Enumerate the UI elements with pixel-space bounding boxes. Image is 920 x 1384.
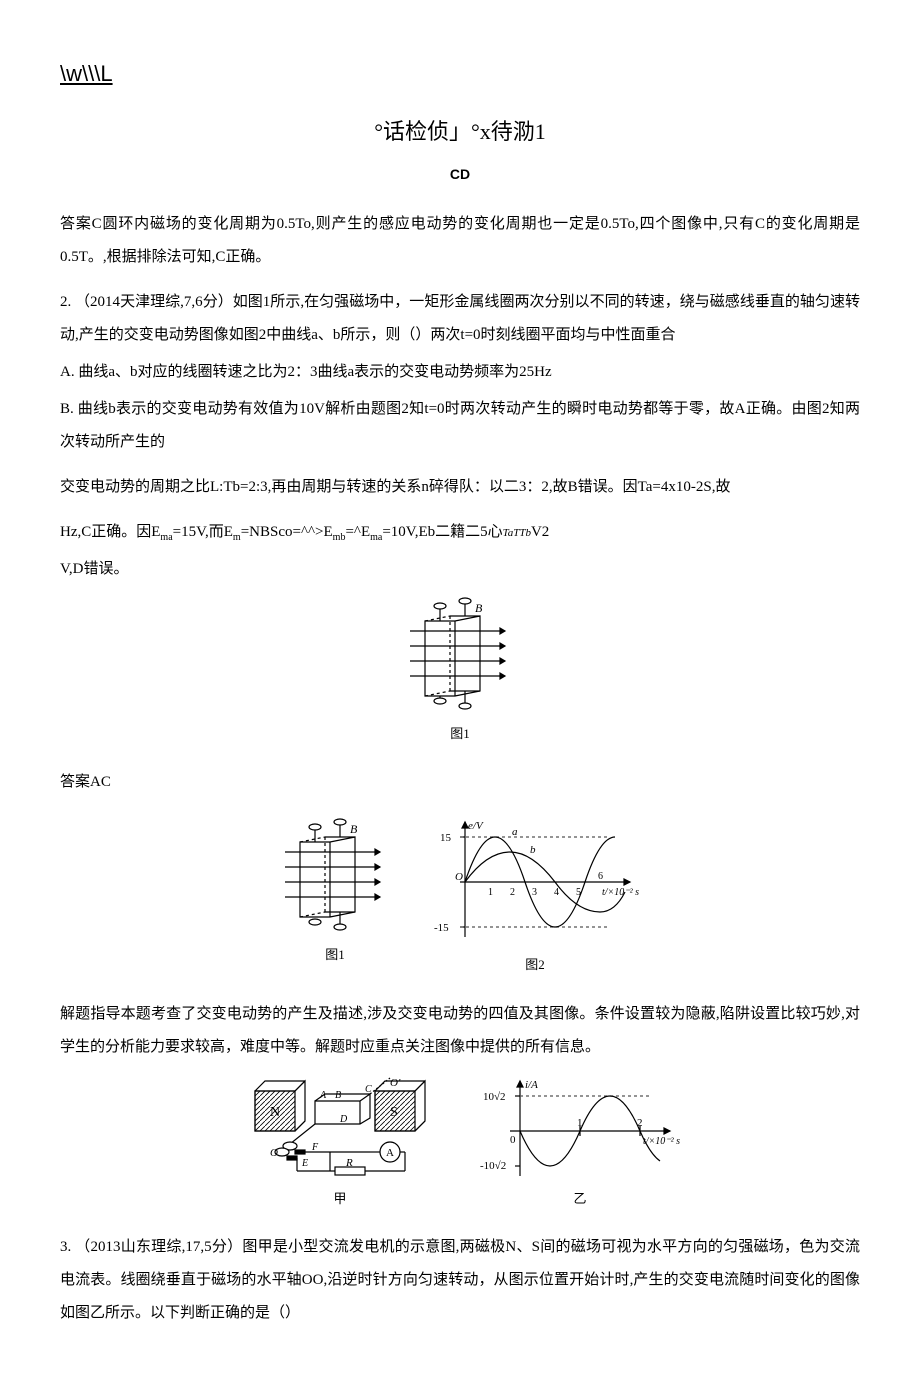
xlabel: t/×10⁻² s xyxy=(643,1136,680,1147)
text-fragment: V2 xyxy=(531,524,549,540)
ytick-15: 15 xyxy=(440,832,452,844)
figure-1-coil: B 图1 xyxy=(405,596,515,749)
zero: 0 xyxy=(510,1134,516,1146)
text-fragment: =^E xyxy=(345,524,370,540)
figure-2-caption: 图2 xyxy=(430,951,640,980)
figure-jia-generator: N S O' O A B C D E F R A 甲 xyxy=(240,1076,440,1214)
text-fragment: =NBSco=^^>E xyxy=(241,524,333,540)
ylabel-e: e/V xyxy=(468,820,484,832)
ytick-neg: -10√2 xyxy=(480,1160,506,1172)
label-c: C xyxy=(365,1084,372,1095)
figure-1-caption-repeat: 图1 xyxy=(280,941,390,970)
figure-jia-caption: 甲 xyxy=(240,1185,440,1214)
ylabel-i: i/A xyxy=(525,1079,538,1091)
label-b2: B xyxy=(335,1090,341,1101)
subscript: m xyxy=(233,532,241,543)
label-o: O xyxy=(270,1147,278,1159)
figure-row-generator: N S O' O A B C D E F R A 甲 xyxy=(60,1076,860,1214)
figure-row-1: B 图1 xyxy=(60,596,860,749)
label-d: D xyxy=(339,1114,348,1125)
label-s: S xyxy=(390,1105,398,1120)
garbled-title: °话检侦」°x待泐1 xyxy=(60,108,860,156)
label-b: B xyxy=(350,822,358,836)
ytick-neg15: -15 xyxy=(434,922,449,934)
label-o-prime: O' xyxy=(390,1077,401,1089)
label-f: F xyxy=(311,1142,319,1153)
figure-yi-caption: 乙 xyxy=(480,1185,680,1214)
xtick-1: 1 xyxy=(577,1117,583,1129)
question-2-explanation-2: Hz,C正确。因Ema=15V,而Em=NBSco=^^>Emb=^Ema=10… xyxy=(60,516,860,549)
answer-c-paragraph: 答案C圆环内磁场的变化周期为0.5To,则产生的感应电动势的变化周期也一定是0.… xyxy=(60,208,860,274)
subscript: mb xyxy=(333,532,346,543)
xtick-2: 2 xyxy=(637,1117,643,1129)
question-2-option-a: A. 曲线a、b对应的线圈转速之比为2：3曲线a表示的交变电动势频率为25Hz xyxy=(60,356,860,389)
figure-2-emf-graph: 15 -15 O e/V a b 1 2 3 4 5 6 t/×10⁻² s 图… xyxy=(430,817,640,980)
ytick-pos: 10√2 xyxy=(483,1091,506,1103)
xtick-2: 2 xyxy=(510,887,515,898)
text-fragment: =15V,而E xyxy=(173,524,233,540)
label-b: B xyxy=(475,601,483,615)
question-2-guide: 解题指导本题考查了交变电动势的产生及描述,涉及交变电动势的四值及其图像。条件设置… xyxy=(60,998,860,1064)
xlabel: t/×10⁻² s xyxy=(602,887,639,898)
question-2-option-b: B. 曲线b表示的交变电动势有效值为10V解析由题图2知t=0时两次转动产生的瞬… xyxy=(60,393,860,459)
figure-1-caption: 图1 xyxy=(405,720,515,749)
subtitle-cd: CD xyxy=(60,159,860,190)
label-a: A xyxy=(319,1090,327,1101)
label-e: E xyxy=(301,1158,308,1169)
question-3-stem: 3. （2013山东理综,17,5分）图甲是小型交流发电机的示意图,两磁极N、S… xyxy=(60,1231,860,1330)
xtick-4: 4 xyxy=(554,887,559,898)
label-r: R xyxy=(345,1157,353,1169)
answer-ac-row: 答案AC xyxy=(60,766,860,799)
header-mark: \w\\\L xyxy=(60,50,860,98)
italic-fragment: TaTTb xyxy=(503,527,531,539)
answer-ac-text: 答案AC xyxy=(60,766,111,799)
question-2-explanation-3: V,D错误。 xyxy=(60,553,860,586)
origin-o: O xyxy=(455,871,463,883)
question-2-explanation-1: 交变电动势的周期之比L:Tb=2:3,再由周期与转速的关系n碎得队：以二3：2,… xyxy=(60,471,860,504)
figure-yi-current-graph: i/A 10√2 -10√2 0 1 2 t/×10⁻² s 乙 xyxy=(480,1076,680,1214)
xtick-6: 6 xyxy=(598,871,603,882)
text-fragment: =10V,Eb二籍二5心 xyxy=(382,524,502,540)
figure-1-coil-repeat: B 图1 xyxy=(280,817,390,970)
subscript: ma xyxy=(160,532,172,543)
xtick-1: 1 xyxy=(488,887,493,898)
ammeter-label: A xyxy=(386,1147,394,1159)
label-n: N xyxy=(270,1105,280,1120)
xtick-3: 3 xyxy=(532,887,537,898)
text-fragment: Hz,C正确。因E xyxy=(60,524,160,540)
curve-label-b: b xyxy=(530,844,536,856)
subscript: ma xyxy=(370,532,382,543)
curve-label-a: a xyxy=(512,826,518,838)
figure-row-2: B 图1 15 -15 O e/V a b 1 2 xyxy=(60,817,860,980)
question-2-stem: 2. （2014天津理综,7,6分）如图1所示,在匀强磁场中，一矩形金属线圈两次… xyxy=(60,286,860,352)
xtick-5: 5 xyxy=(576,887,581,898)
